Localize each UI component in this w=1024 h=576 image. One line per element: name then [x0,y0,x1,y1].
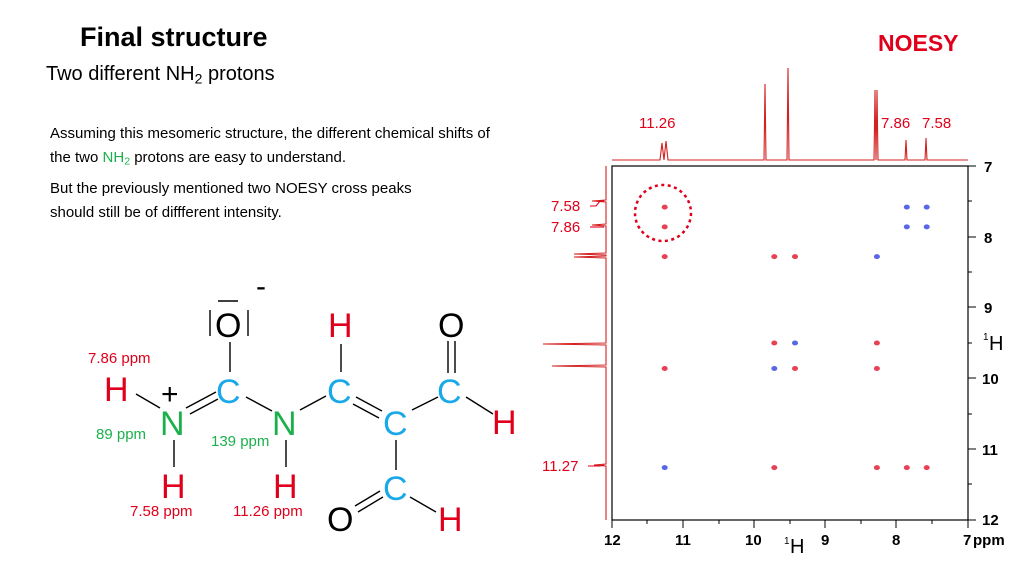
shift-label-139: 139 ppm [211,433,269,450]
cross-peak [661,254,668,260]
x-tick-label: 9 [821,532,829,549]
top-peak-label: 7.58 [922,115,951,132]
cross-peak [771,340,778,346]
y-tick-label: 10 [982,371,999,388]
atom-hydrogen-nh-bottom: H [161,468,186,506]
top-peak-label: 11.26 [639,115,675,132]
atom-carbon-2: C [327,373,352,411]
cross-peak [873,254,880,260]
cross-peak [903,204,910,210]
atom-nitrogen-2: N [272,405,297,443]
x-tick-label: 11 [675,532,691,549]
shift-labels: 7.86 ppm 89 ppm 139 ppm 7.58 ppm 11.26 p… [88,350,303,520]
y-tick-label: 9 [984,300,992,317]
shift-label-1126: 11.26 ppm [233,503,303,520]
cross-peak [661,224,668,230]
atom-oxygen-anion: O [215,307,241,345]
bottom-axis [611,520,969,528]
cross-peak [771,366,778,371]
cross-peak [903,224,910,230]
top-peak-label: 7.86 [881,115,910,132]
x-unit-label: ppm [973,532,1005,549]
x-tick-label: 10 [745,532,762,549]
cross-peak [771,254,778,260]
cross-peak [923,204,930,210]
y-axis-nucleus: H [989,333,1003,355]
cross-peak [661,204,668,210]
cross-peak [792,340,798,346]
left-label-connectors [588,200,605,467]
atom-hydrogen-nh2: H [273,468,298,506]
atom-hydrogen-aldehyde-2: H [438,501,463,539]
cross-peak [792,366,798,371]
explanation-paragraph-1: Assuming this mesomeric structure, the d… [50,125,490,168]
left-projection-trace [542,166,607,520]
explanation-paragraph-2: But the previously mentioned two NOESY c… [50,180,412,221]
x-tick-label: 12 [604,532,621,549]
atom-hydrogen-vinyl: H [328,307,353,345]
atom-carbon-1: C [216,373,241,411]
cross-peak [873,340,880,346]
cross-peak [792,254,798,260]
highlight-circle [633,183,693,243]
right-axis [968,165,976,521]
atom-nitrogen-1: N [160,405,185,443]
noesy-badge: NOESY [878,30,959,56]
y-tick-label: 11 [982,442,998,459]
left-peak-label: 7.58 [551,198,580,215]
x-axis-superscript: 1 [784,536,790,547]
atom-hydrogen-aldehyde-1: H [492,404,517,442]
atom-carbon-4: C [437,373,462,411]
charge-plus: + [161,378,179,411]
cross-peak [873,366,880,371]
atom-carbon-5: C [383,470,408,508]
x-axis-nucleus: H [790,536,804,558]
cross-peak [873,465,880,471]
cross-peak [661,465,668,471]
x-tick-label: 7 [963,532,971,549]
charge-minus: - [256,270,266,303]
atom-oxygen-aldehyde-2: O [327,501,353,539]
cross-peaks [661,204,930,471]
molecule-atoms: - + O H O C C C C C N N H H H H H O [104,270,517,539]
left-peak-label: 11.27 [542,458,578,475]
atom-oxygen-aldehyde-1: O [438,307,464,345]
cross-peak [903,465,910,471]
y-tick-label: 8 [984,230,992,247]
cross-peak [923,224,930,230]
page-title: Final structure [80,22,268,52]
shift-label-758: 7.58 ppm [130,503,193,520]
atom-carbon-3: C [383,405,408,443]
top-projection-trace [612,67,968,161]
left-peak-label: 7.86 [551,219,580,236]
shift-label-786: 7.86 ppm [88,350,151,367]
shift-label-89: 89 ppm [96,426,146,443]
atom-hydrogen-nh-left: H [104,371,129,409]
y-tick-label: 7 [984,159,992,176]
y-tick-label: 12 [982,512,999,529]
molecule-structure [135,300,494,513]
y-axis-superscript: 1 [983,332,989,343]
cross-peak [771,465,778,471]
x-tick-label: 8 [892,532,900,549]
cross-peak [923,465,930,471]
noesy-spectrum: 7 8 9 10 11 12 12 11 10 9 8 7 ppm 1 H 1 … [542,67,1005,558]
cross-peak [661,366,668,371]
page-subtitle: Two different NH2 protons [46,63,275,87]
